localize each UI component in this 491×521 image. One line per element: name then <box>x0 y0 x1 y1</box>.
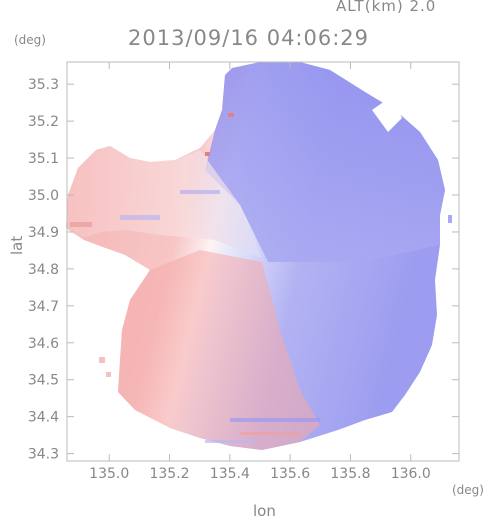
echo-streak <box>180 190 220 194</box>
y-axis: 34.3 34.4 34.5 34.6 34.7 34.8 34.9 35.0 35.1 35.2… <box>28 77 459 463</box>
x-tick-label: 135.2 <box>149 466 189 482</box>
x-axis-unit: (deg) <box>452 483 484 497</box>
radar-echo-area <box>66 62 452 450</box>
x-tick-label: 135.8 <box>330 466 370 482</box>
y-tick-label: 34.5 <box>28 373 59 389</box>
echo-speck <box>106 372 111 377</box>
y-tick-label: 34.3 <box>28 447 59 463</box>
x-tick-label: 135.0 <box>89 466 129 482</box>
x-axis-label: lon <box>253 502 276 520</box>
echo-west <box>66 146 262 258</box>
x-axis: 135.0 135.2 135.4 135.6 135.8 136.0 <box>89 62 431 482</box>
y-tick-label: 35.2 <box>28 114 59 130</box>
echo-streak <box>230 418 320 422</box>
echo-speck <box>99 357 105 363</box>
y-tick-label: 34.7 <box>28 299 59 315</box>
echo-streak <box>205 440 255 443</box>
echo-gap <box>372 96 402 132</box>
y-axis-unit: (deg) <box>14 33 46 47</box>
echo-speck <box>448 215 452 223</box>
plot-frame <box>66 61 460 462</box>
y-tick-label: 35.0 <box>28 188 59 204</box>
y-tick-label: 34.9 <box>28 225 59 241</box>
y-tick-label: 35.3 <box>28 77 59 93</box>
echo-speck <box>228 113 234 117</box>
echo-speck <box>205 152 210 156</box>
echo-streak <box>70 222 92 227</box>
y-tick-label: 34.8 <box>28 262 59 278</box>
altitude-label: ALT(km) 2.0 <box>336 0 437 15</box>
x-tick-label: 136.0 <box>391 466 431 482</box>
x-tick-label: 135.4 <box>210 466 250 482</box>
echo-red-lobe <box>118 250 320 450</box>
x-tick-label: 135.6 <box>270 466 310 482</box>
y-tick-label: 34.6 <box>28 336 59 352</box>
echo-streak <box>240 432 300 435</box>
y-tick-label: 35.1 <box>28 151 59 167</box>
y-tick-label: 34.4 <box>28 410 59 426</box>
chart-title: 2013/09/16 04:06:29 <box>128 26 370 50</box>
echo-streak <box>120 215 160 220</box>
